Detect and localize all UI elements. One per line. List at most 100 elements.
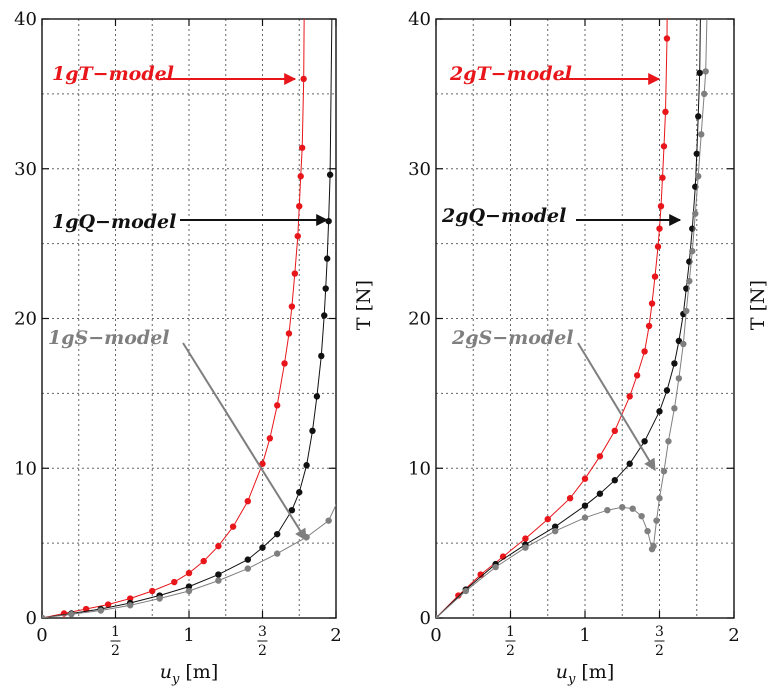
series-line [42, 503, 336, 618]
data-point [215, 577, 222, 584]
data-point [185, 583, 193, 590]
data-point [671, 405, 678, 412]
series-line [436, 19, 668, 618]
data-point [215, 571, 222, 578]
data-point [149, 587, 156, 595]
data-point [596, 453, 604, 460]
data-point [660, 468, 668, 475]
data-point [127, 602, 134, 609]
x-tick-label: 12 [110, 624, 121, 659]
data-point [104, 601, 112, 608]
data-point [309, 427, 316, 435]
data-point [294, 232, 301, 240]
data-point [274, 530, 281, 538]
series-2gS−model [436, 19, 709, 618]
data-point [171, 578, 178, 586]
x-tick-label-numerator: 1 [111, 624, 120, 640]
x-tick-label-denominator: 2 [258, 643, 267, 659]
data-point [97, 607, 105, 614]
data-point [313, 393, 321, 400]
data-point [477, 571, 484, 578]
x-tick-label-denominator: 2 [111, 643, 120, 659]
data-point [611, 477, 618, 484]
x-tick-label: 1 [579, 625, 590, 646]
data-point [296, 489, 303, 496]
annotation-arrow [577, 342, 656, 472]
data-point [641, 438, 648, 445]
data-point [274, 550, 281, 557]
data-point [291, 270, 299, 277]
data-point [296, 202, 303, 210]
data-point [663, 35, 671, 42]
data-point [683, 307, 690, 315]
data-point [281, 360, 288, 367]
x-tick-label: 12 [505, 624, 516, 659]
x-axis-label: uy [m] [160, 661, 219, 687]
data-point [522, 544, 529, 551]
annotation-label: 2gQ−model [441, 205, 566, 227]
data-point [552, 527, 559, 535]
x-tick-label: 32 [257, 624, 268, 659]
data-point [662, 108, 669, 116]
data-point [288, 506, 296, 514]
data-point [325, 517, 332, 524]
data-point [604, 506, 611, 514]
series-2gT−model [436, 19, 671, 618]
data-point [696, 69, 703, 77]
data-point [596, 490, 604, 497]
data-point [692, 210, 699, 217]
x-tick-label-numerator: 1 [506, 624, 515, 640]
grid [42, 19, 336, 618]
x-tick-label-denominator: 2 [506, 643, 515, 659]
annotation-arrow [182, 342, 307, 542]
data-point [288, 303, 296, 310]
data-point [303, 462, 310, 469]
x-tick-label: 32 [654, 624, 665, 659]
data-point [665, 438, 672, 445]
y-tick-label: 40 [14, 9, 37, 30]
data-point [566, 495, 574, 502]
x-tick-label: 0 [430, 625, 441, 646]
data-point [200, 557, 207, 565]
series-1gQ−model [42, 19, 334, 618]
x-tick-label-denominator: 2 [655, 643, 664, 659]
y-axis-label: T [N] [747, 280, 768, 330]
data-point [695, 113, 702, 120]
data-point [645, 322, 653, 330]
x-tick-label: 2 [728, 625, 739, 646]
data-point [156, 595, 163, 602]
data-point [611, 427, 618, 435]
data-point [297, 173, 304, 180]
data-point [215, 542, 222, 550]
y-tick-label: 0 [26, 608, 37, 629]
data-point [654, 243, 662, 250]
data-point [127, 595, 134, 602]
data-point [318, 352, 325, 360]
x-axis-label: uy [m] [556, 661, 615, 687]
y-tick-label: 40 [408, 9, 431, 30]
data-point [321, 312, 328, 319]
data-point [680, 340, 687, 348]
data-point [244, 497, 251, 505]
data-point [659, 174, 666, 181]
data-point [671, 360, 678, 367]
data-point [689, 247, 696, 255]
data-point [581, 475, 589, 482]
data-point [229, 523, 237, 530]
plot-frame [435, 18, 735, 619]
data-point [300, 75, 307, 83]
data-point [626, 393, 633, 400]
data-point [185, 587, 193, 595]
data-point [322, 285, 329, 292]
annotation-label: 2gS−model [451, 327, 574, 349]
data-point [552, 523, 559, 530]
y-tick-label: 20 [14, 309, 37, 330]
data-point [629, 505, 636, 512]
data-point [641, 348, 648, 355]
data-point [259, 544, 266, 551]
y-tick-label: 20 [408, 309, 431, 330]
data-point [326, 171, 334, 178]
data-point [663, 387, 671, 394]
data-point [686, 277, 693, 285]
